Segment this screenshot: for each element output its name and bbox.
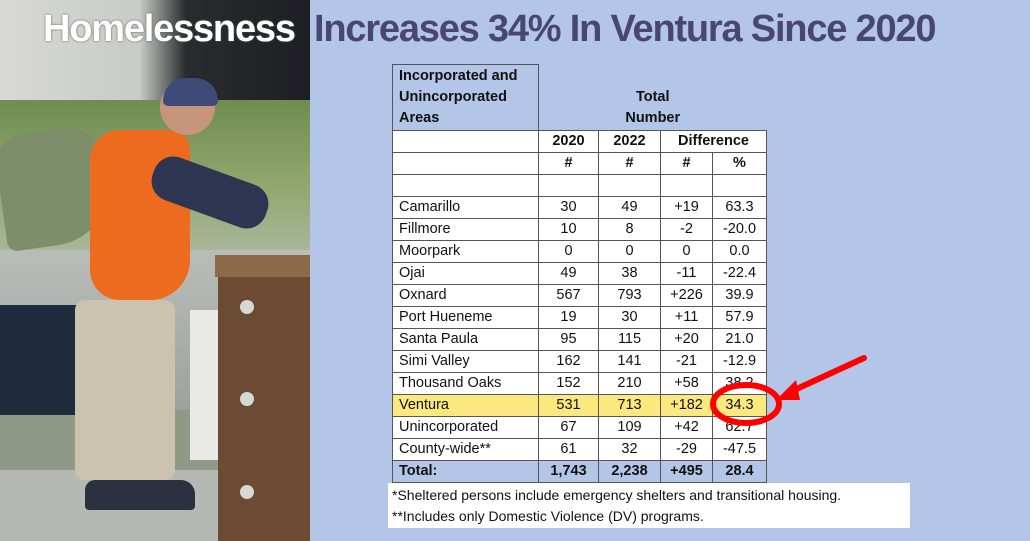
unit-diff-pct: %	[712, 152, 767, 175]
table-row: Oxnard 567 793 +226 39.9	[392, 284, 767, 307]
footnote-sheltered: *Sheltered persons include emergency she…	[392, 487, 842, 503]
table-row-highlighted-ventura: Ventura 531 713 +182 34.3	[392, 394, 767, 417]
table-row: County-wide** 61 32 -29 -47.5	[392, 438, 767, 461]
table-row: Fillmore 10 8 -2 -20.0	[392, 218, 767, 241]
unit-diff-num: #	[660, 152, 713, 175]
table-row: Unincorporated 67 109 +42 62.7	[392, 416, 767, 439]
header-total-number: Total Number	[538, 64, 767, 131]
table-row: Simi Valley 162 141 -21 -12.9	[392, 350, 767, 373]
header-2020: 2020	[538, 130, 599, 153]
footnotes: *Sheltered persons include emergency she…	[388, 483, 910, 528]
title-part-white: Homelessness	[43, 8, 296, 50]
header-2022: 2022	[598, 130, 661, 153]
title-part-purple: Increases 34% In Ventura Since 2020	[314, 8, 936, 50]
page-title: Homelessness Increases 34% In Ventura Si…	[0, 4, 1030, 54]
photo-homeless-man	[0, 0, 310, 541]
red-arrow-icon	[787, 355, 867, 395]
table-row: Camarillo 30 49 +19 63.3	[392, 196, 767, 219]
unit-2022: #	[598, 152, 661, 175]
homeless-count-table: Incorporated and Unincorporated Areas To…	[392, 64, 767, 483]
table-row: Port Hueneme 19 30 +11 57.9	[392, 306, 767, 329]
header-area-label: Incorporated and Unincorporated Areas	[392, 64, 539, 131]
header-difference: Difference	[660, 130, 767, 153]
ventura-percent: 34.3	[712, 394, 767, 417]
table-row-total: Total: 1,743 2,238 +495 28.4	[392, 460, 767, 483]
table-row: Moorpark 0 0 0 0.0	[392, 240, 767, 263]
table-row: Ojai 49 38 -11 -22.4	[392, 262, 767, 285]
footnote-dv: **Includes only Domestic Violence (DV) p…	[392, 508, 704, 524]
table-row: Thousand Oaks 152 210 +58 38.2	[392, 372, 767, 395]
table-row: Santa Paula 95 115 +20 21.0	[392, 328, 767, 351]
unit-2020: #	[538, 152, 599, 175]
